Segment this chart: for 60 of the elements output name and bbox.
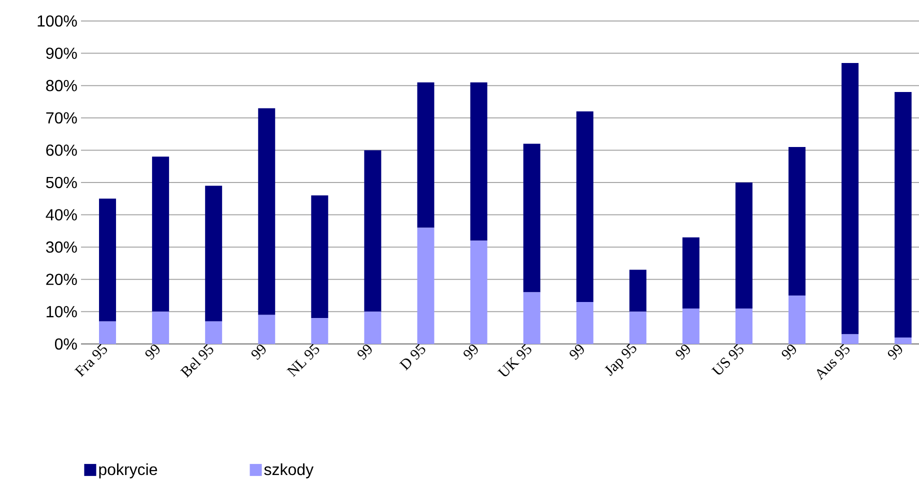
bar <box>417 82 434 228</box>
bar <box>682 237 700 308</box>
bar <box>205 186 222 322</box>
bar <box>682 308 700 344</box>
y-tick-label: 90% <box>46 48 77 59</box>
x-tick-label: 99 <box>782 344 796 360</box>
bar <box>364 312 382 344</box>
bar <box>735 182 752 308</box>
x-tick-label: 99 <box>676 344 690 360</box>
bar <box>99 198 116 322</box>
x-tick-label: 99 <box>358 344 372 360</box>
bar <box>523 292 540 344</box>
bar <box>788 146 806 296</box>
y-tick-label: 30% <box>46 241 77 253</box>
bar <box>629 312 646 344</box>
legend-label: szkody <box>264 463 314 478</box>
y-tick-label: 10% <box>46 306 77 318</box>
y-tick-label: 50% <box>46 176 77 188</box>
y-tick-label: 80% <box>46 80 77 92</box>
bar <box>417 228 434 344</box>
bar <box>629 270 646 312</box>
y-tick-label: 20% <box>46 274 77 286</box>
bar <box>842 334 859 344</box>
x-tick-label: Bel 95 <box>180 344 214 378</box>
x-tick-label: US 95 <box>711 344 744 374</box>
y-tick-label: 100% <box>38 15 77 27</box>
bar <box>576 111 594 302</box>
bar <box>152 312 170 344</box>
bar <box>788 296 806 344</box>
bar <box>364 150 382 312</box>
bar <box>470 82 488 241</box>
bar <box>576 302 594 344</box>
bar <box>735 308 752 344</box>
x-tick-label: NL 95 <box>286 344 320 378</box>
legend-label: pokrycie <box>99 463 158 478</box>
bar <box>894 92 912 338</box>
x-tick-label: Jap 95 <box>604 342 636 376</box>
x-tick-label: D 95 <box>399 344 426 371</box>
y-tick-label: 0% <box>54 338 77 350</box>
x-tick-label: 99 <box>464 344 478 360</box>
x-tick-label: 99 <box>888 344 902 360</box>
bar <box>470 240 488 344</box>
y-tick-label: 40% <box>46 209 77 220</box>
x-tick-label: 99 <box>570 344 584 360</box>
bar <box>152 156 170 312</box>
x-tick-label: UK 95 <box>497 344 532 376</box>
bar <box>311 318 328 344</box>
bar <box>258 108 276 315</box>
x-tick-label: 99 <box>251 344 266 360</box>
bar <box>99 321 116 344</box>
bar <box>311 195 328 318</box>
x-tick-label: Aus 95 <box>816 344 850 380</box>
bar <box>523 144 540 292</box>
bar <box>205 321 222 344</box>
y-tick-label: 60% <box>46 144 77 156</box>
x-tick-label: 99 <box>145 344 160 360</box>
y-tick-label: 70% <box>46 112 77 124</box>
bar <box>894 338 912 344</box>
bar <box>258 314 276 344</box>
bar <box>842 62 859 334</box>
